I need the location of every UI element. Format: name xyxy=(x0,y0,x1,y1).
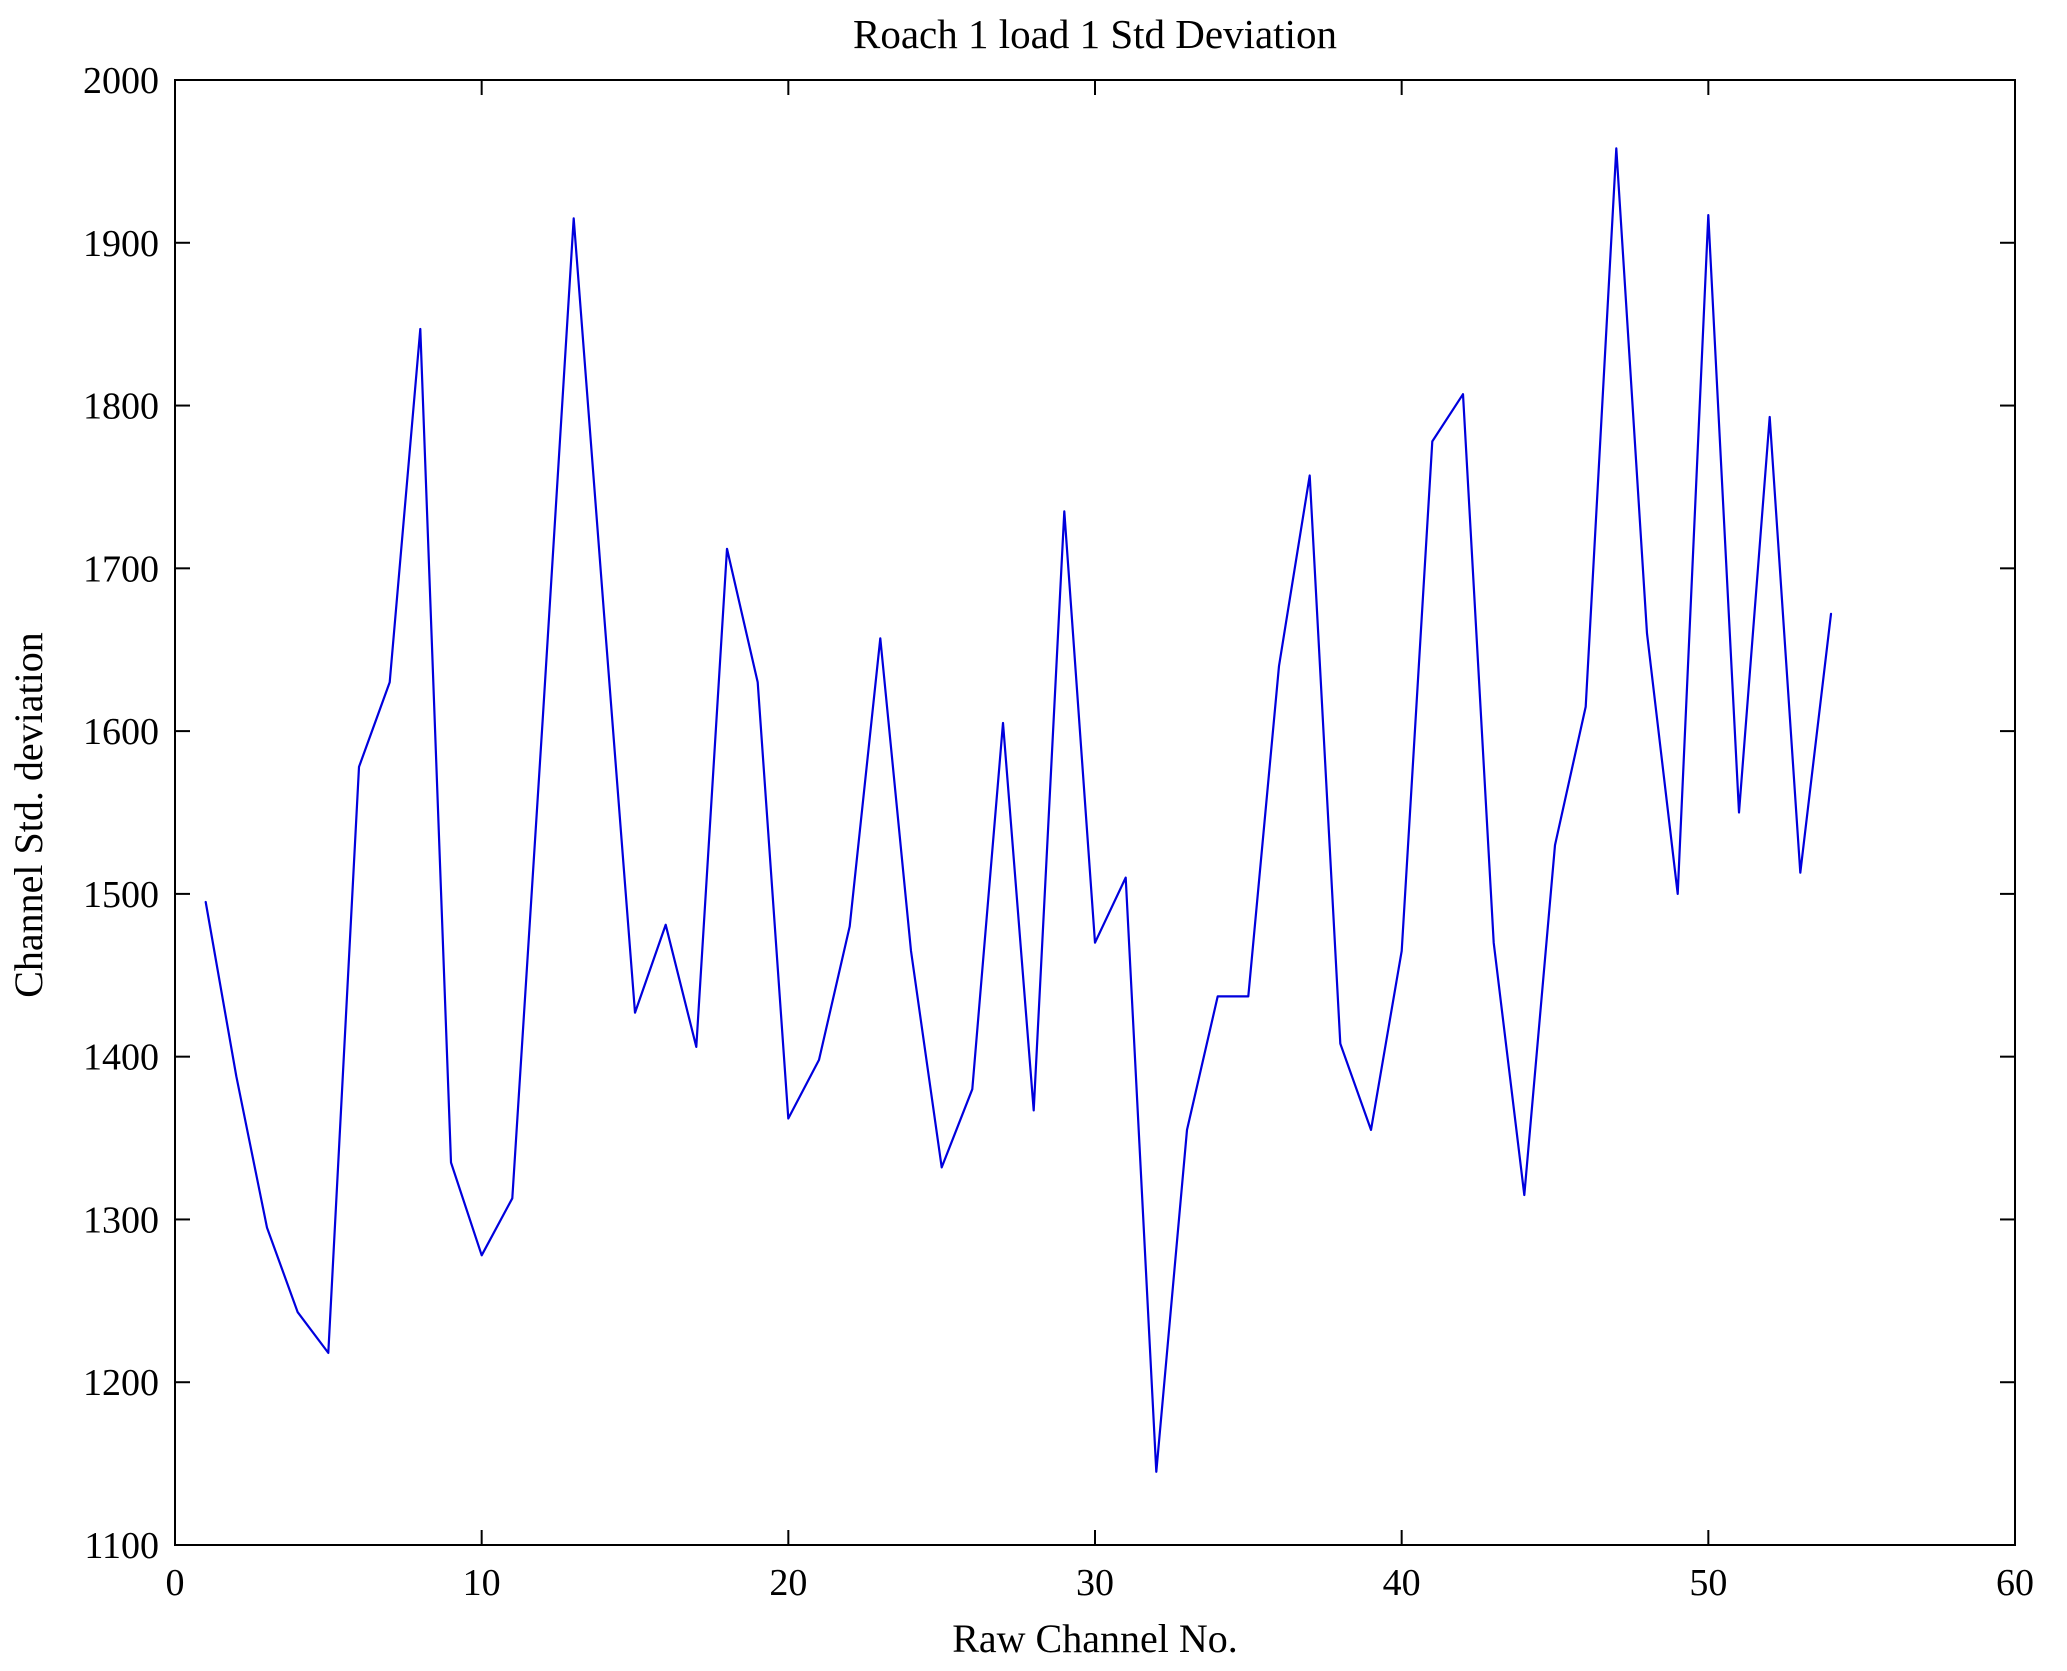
data-series xyxy=(204,147,1833,1473)
x-tick-label: 0 xyxy=(166,1562,185,1604)
axis-ticks: 0 10 20 30 40 50 60 1100 1200 1300 1400 1500 1600 170… xyxy=(83,60,2034,1604)
y-tick-label: 1900 xyxy=(83,223,159,265)
y-tick-label: 1500 xyxy=(83,874,159,916)
y-tick-label: 1200 xyxy=(83,1362,159,1404)
x-tick-label: 30 xyxy=(1076,1562,1114,1604)
x-axis-label: Raw Channel No. xyxy=(952,1616,1238,1661)
data-line xyxy=(204,147,1833,1473)
y-axis-label: Channel Std. deviation xyxy=(6,632,51,998)
x-tick-label: 20 xyxy=(769,1562,807,1604)
x-tick-label: 10 xyxy=(463,1562,501,1604)
y-tick-label: 2000 xyxy=(83,60,159,102)
y-tick-label: 1600 xyxy=(83,711,159,753)
y-tick-label: 1400 xyxy=(83,1037,159,1079)
x-tick-label: 50 xyxy=(1689,1562,1727,1604)
y-tick-label: 1700 xyxy=(83,548,159,590)
y-tick-label: 1300 xyxy=(83,1199,159,1241)
chart-title: Roach 1 load 1 Std Deviation xyxy=(853,11,1337,57)
x-tick-label: 60 xyxy=(1996,1562,2034,1604)
y-tick-label: 1800 xyxy=(83,386,159,428)
y-tick-label: 1100 xyxy=(84,1525,159,1567)
x-tick-label: 40 xyxy=(1383,1562,1421,1604)
